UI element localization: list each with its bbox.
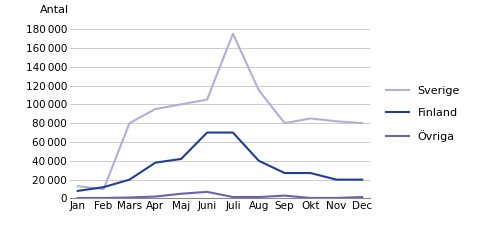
Sverige (308, 117, 314, 120)
Line: Sverige: Sverige (78, 34, 362, 189)
Övriga (100, 197, 106, 199)
Sverige (152, 108, 158, 111)
Finland (152, 161, 158, 164)
Sverige (334, 120, 340, 123)
Övriga (204, 190, 210, 193)
Övriga (230, 196, 236, 198)
Sverige (359, 122, 365, 125)
Finland (100, 186, 106, 189)
Finland (308, 172, 314, 174)
Övriga (178, 192, 184, 195)
Övriga (256, 196, 262, 198)
Sverige (126, 122, 132, 125)
Finland (75, 189, 81, 192)
Övriga (359, 196, 365, 198)
Sverige (282, 122, 288, 125)
Finland (178, 158, 184, 160)
Övriga (152, 195, 158, 198)
Finland (204, 131, 210, 134)
Finland (230, 131, 236, 134)
Finland (256, 159, 262, 162)
Sverige (178, 103, 184, 106)
Sverige (75, 185, 81, 188)
Övriga (75, 197, 81, 199)
Finland (126, 178, 132, 181)
Legend: Sverige, Finland, Övriga: Sverige, Finland, Övriga (382, 81, 464, 146)
Finland (359, 178, 365, 181)
Line: Finland: Finland (78, 133, 362, 191)
Finland (334, 178, 340, 181)
Finland (282, 172, 288, 174)
Sverige (204, 98, 210, 101)
Line: Övriga: Övriga (78, 192, 362, 198)
Övriga (282, 194, 288, 197)
Sverige (230, 32, 236, 35)
Text: Antal: Antal (40, 6, 69, 15)
Övriga (308, 197, 314, 199)
Sverige (100, 188, 106, 190)
Sverige (256, 89, 262, 92)
Övriga (126, 196, 132, 199)
Övriga (334, 197, 340, 199)
